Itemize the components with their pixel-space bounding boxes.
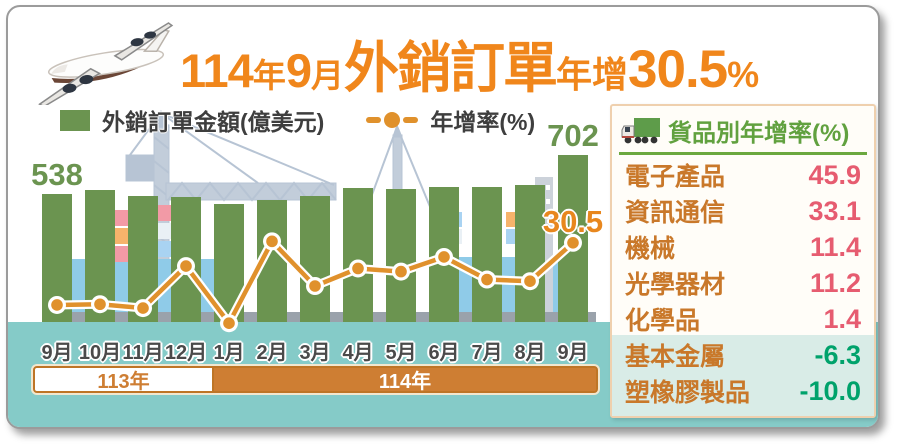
category-value: -10.0 [799,375,861,406]
airplane-icon [38,22,174,105]
truck-icon [621,117,660,143]
panel-title: 貨品別年增率(%) [668,120,850,147]
panel-row: 化學品 1.4 [612,301,874,337]
month-label-6: 2月 [256,342,288,364]
panel-header: 貨品別年增率(%) [619,106,867,155]
category-value: -6.3 [814,339,861,370]
month-label-7: 3月 [299,342,331,364]
panel-row: 電子產品 45.9 [612,157,874,193]
bar-9月 [42,193,72,322]
line-series-label: 年增率(%) [430,109,536,135]
panel-teal-overlay [612,335,874,416]
month-label-13: 9月 [557,342,589,364]
page-title: 114 年 9 月 外銷訂單 年增 30.5 % [180,23,759,103]
line-value-label-30.5: 30.5 [542,203,604,239]
bar-7月 [472,187,502,322]
line-series-swatch [366,112,419,128]
month-label-8: 4月 [342,342,374,364]
panel-row: 光學器材 11.2 [612,265,874,301]
category-label: 化學品 [625,307,701,335]
bar-series-swatch [60,109,90,131]
year-114-segment: 114年 [214,368,596,391]
bar-3月 [300,195,330,322]
bar-11月 [128,196,158,322]
category-value: 11.2 [809,267,861,298]
panel-row: 塑橡膠製品 -10.0 [612,373,874,409]
bar-value-label-538: 538 [31,156,83,192]
title-month: 9 [285,44,312,97]
category-label: 基本金屬 [625,343,726,371]
category-value: 45.9 [808,159,861,190]
bar-series-label: 外銷訂單金額(億美元) [102,109,325,135]
x-axis-year-band: 113年 114年 [33,366,598,393]
month-label-5: 1月 [213,342,245,364]
chart-legend: 外銷訂單金額(億美元) 年增率(%) [60,103,535,137]
category-value: 11.4 [809,231,861,262]
year-113-segment: 113年 [35,368,214,391]
category-label: 電子產品 [625,163,726,191]
bar-1月 [214,204,244,322]
bar-value-label-702: 702 [547,117,599,153]
category-growth-panel: 貨品別年增率(%) 電子產品 45.9 資訊通信 33.1 機械 11.4 光學器材 11.2… [610,104,876,418]
month-label-1: 9月 [41,342,73,364]
category-label: 光學器材 [625,271,726,299]
bar-10月 [85,190,115,322]
month-label-10: 6月 [428,342,460,364]
bar-5月 [386,189,416,322]
panel-row: 資訊通信 33.1 [612,193,874,229]
panel-row: 機械 11.4 [612,229,874,265]
infographic-card: 114 年 9 月 外銷訂單 年增 30.5 % 外銷訂單金額(億美元) 年增率… [6,5,880,429]
category-value: 33.1 [808,195,861,226]
category-label: 塑橡膠製品 [625,379,751,407]
month-label-3: 11月 [122,342,164,364]
category-value: 1.4 [823,303,861,334]
month-label-9: 5月 [385,342,417,364]
month-label-12: 8月 [514,342,546,364]
month-label-2: 10月 [78,342,122,364]
title-year: 114 [180,44,254,97]
month-label-11: 7月 [471,342,503,364]
month-label-4: 12月 [164,342,208,364]
category-label: 機械 [625,235,676,263]
bar-12月 [171,196,201,322]
title-main: 外銷訂單 [343,37,558,99]
title-growth-value: 30.5 [628,40,728,99]
bar-4月 [343,187,373,322]
category-label: 資訊通信 [625,199,726,227]
panel-row: 基本金屬 -6.3 [612,337,874,373]
bar-2月 [257,200,287,322]
bar-6月 [429,186,459,322]
